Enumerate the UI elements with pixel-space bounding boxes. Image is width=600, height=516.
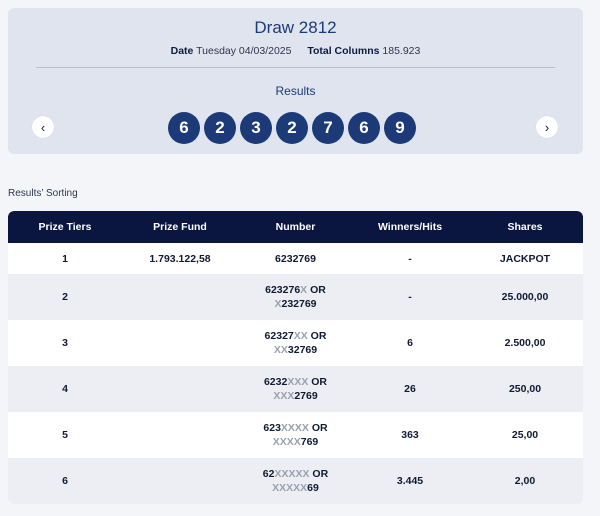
masked-digits: XXXX bbox=[280, 422, 309, 434]
number-digits: 769 bbox=[300, 436, 319, 448]
winning-numbers: 6 2 3 2 7 6 9 bbox=[168, 112, 416, 144]
prize-table: Prize Tiers Prize Fund Number Winners/Hi… bbox=[8, 211, 583, 504]
number-digits: OR bbox=[307, 284, 326, 296]
prize-fund-cell: 1.793.122,58 bbox=[149, 252, 211, 265]
prize-tier-cell: 2 bbox=[62, 291, 68, 303]
masked-digits: X bbox=[274, 298, 282, 310]
number-digits: OR bbox=[308, 376, 328, 388]
shares-cell: 2,00 bbox=[514, 475, 536, 487]
number-ball: 7 bbox=[312, 112, 344, 144]
divider bbox=[36, 67, 555, 68]
draw-meta: Date Tuesday 04/03/2025 Total Columns 18… bbox=[8, 45, 583, 57]
winners-cell: - bbox=[408, 291, 412, 303]
number-ball: 9 bbox=[384, 112, 416, 144]
winners-cell: - bbox=[408, 252, 412, 265]
masked-digits: XXX bbox=[287, 376, 309, 388]
number-ball: 6 bbox=[168, 112, 200, 144]
draw-title: Draw 2812 bbox=[254, 18, 337, 37]
number-digits: 62 bbox=[262, 468, 275, 480]
number-cell: 62327XX OR XX32769 bbox=[238, 329, 353, 357]
draw-summary-card: Draw 2812 Date Tuesday 04/03/2025 Total … bbox=[8, 8, 583, 154]
number-digits: 232769 bbox=[281, 298, 317, 310]
masked-digits: X bbox=[300, 284, 308, 296]
date-label: Date bbox=[170, 45, 194, 57]
masked-digits: XXXXX bbox=[274, 468, 310, 480]
number-digits: OR bbox=[308, 422, 328, 434]
number-ball: 6 bbox=[348, 112, 380, 144]
number-digits: 623 bbox=[263, 422, 281, 434]
number-digits: 69 bbox=[307, 482, 319, 494]
table-row: 6 62XXXXX OR XXXXX69 3.445 2,00 bbox=[8, 458, 583, 504]
shares-cell: 25.000,00 bbox=[501, 291, 549, 303]
masked-digits: XXX bbox=[273, 390, 295, 402]
prize-tier-cell: 1 bbox=[62, 252, 68, 265]
prize-tier-cell: 5 bbox=[62, 429, 68, 441]
masked-digits: XX bbox=[273, 344, 288, 356]
number-cell: 6232XXX OR XXX2769 bbox=[238, 375, 353, 403]
number-digits: 62327 bbox=[264, 330, 294, 342]
header-prize-tiers: Prize Tiers bbox=[38, 221, 92, 233]
total-columns-label: Total Columns bbox=[307, 45, 380, 57]
results-label: Results bbox=[275, 84, 316, 98]
table-header: Prize Tiers Prize Fund Number Winners/Hi… bbox=[8, 211, 583, 243]
table-row: 4 6232XXX OR XXX2769 26 250,00 bbox=[8, 366, 583, 412]
number-digits: 2769 bbox=[294, 390, 318, 402]
table-row: 5 623XXXX OR XXXX769 363 25,00 bbox=[8, 412, 583, 458]
number-ball: 2 bbox=[204, 112, 236, 144]
header-prize-fund: Prize Fund bbox=[153, 221, 207, 233]
number-cell: 623XXXX OR XXXX769 bbox=[238, 421, 353, 449]
winners-cell: 363 bbox=[401, 429, 419, 441]
winners-cell: 26 bbox=[404, 383, 416, 395]
number-digits: 32769 bbox=[287, 344, 318, 356]
results-sorting-label: Results’ Sorting bbox=[8, 188, 78, 199]
masked-digits: XXXX bbox=[272, 436, 301, 448]
number-digits: OR bbox=[309, 468, 329, 480]
number-cell: 6232769 bbox=[238, 252, 353, 266]
header-winners-hits: Winners/Hits bbox=[377, 221, 443, 233]
table-row: 3 62327XX OR XX32769 6 2.500,00 bbox=[8, 320, 583, 366]
number-digits: 6232769 bbox=[275, 252, 316, 265]
number-digits: OR bbox=[307, 330, 327, 342]
next-draw-button[interactable]: › bbox=[536, 116, 558, 138]
chevron-right-icon: › bbox=[544, 119, 550, 135]
table-row: 1 1.793.122,58 6232769 - JACKPOT bbox=[8, 243, 583, 274]
winners-cell: 6 bbox=[407, 337, 413, 349]
prize-tier-cell: 3 bbox=[62, 337, 68, 349]
chevron-left-icon: ‹ bbox=[40, 119, 46, 135]
header-number: Number bbox=[275, 221, 316, 233]
shares-cell: JACKPOT bbox=[499, 252, 551, 265]
prize-tier-cell: 4 bbox=[62, 383, 68, 395]
shares-cell: 2.500,00 bbox=[504, 337, 546, 349]
previous-draw-button[interactable]: ‹ bbox=[32, 116, 54, 138]
date-value: Tuesday 04/03/2025 bbox=[196, 45, 292, 57]
total-columns-value: 185.923 bbox=[382, 45, 421, 57]
number-digits: 623276 bbox=[265, 284, 301, 296]
masked-digits: XXXXX bbox=[272, 482, 308, 494]
shares-cell: 25,00 bbox=[511, 429, 539, 441]
header-shares: Shares bbox=[507, 221, 543, 233]
prize-tier-cell: 6 bbox=[62, 475, 68, 487]
winners-cell: 3.445 bbox=[396, 475, 424, 487]
shares-cell: 250,00 bbox=[508, 383, 542, 395]
number-cell: 623276X OR X232769 bbox=[238, 283, 353, 311]
number-ball: 3 bbox=[240, 112, 272, 144]
table-row: 2 623276X OR X232769 - 25.000,00 bbox=[8, 274, 583, 320]
number-ball: 2 bbox=[276, 112, 308, 144]
number-cell: 62XXXXX OR XXXXX69 bbox=[238, 467, 353, 495]
masked-digits: XX bbox=[293, 330, 308, 342]
number-digits: 6232 bbox=[263, 376, 288, 388]
